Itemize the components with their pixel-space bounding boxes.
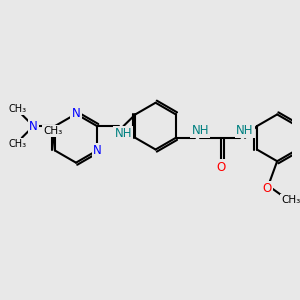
Text: N: N (29, 120, 38, 133)
Text: NH: NH (115, 128, 132, 140)
Text: O: O (263, 182, 272, 195)
Text: NH: NH (191, 124, 209, 136)
Text: CH₃: CH₃ (43, 126, 63, 136)
Text: NH: NH (236, 124, 254, 136)
Text: CH₃: CH₃ (281, 195, 300, 205)
Text: CH₃: CH₃ (9, 103, 27, 114)
Text: O: O (216, 160, 225, 174)
Text: N: N (72, 107, 80, 120)
Text: CH₃: CH₃ (9, 139, 27, 149)
Text: N: N (93, 144, 101, 157)
